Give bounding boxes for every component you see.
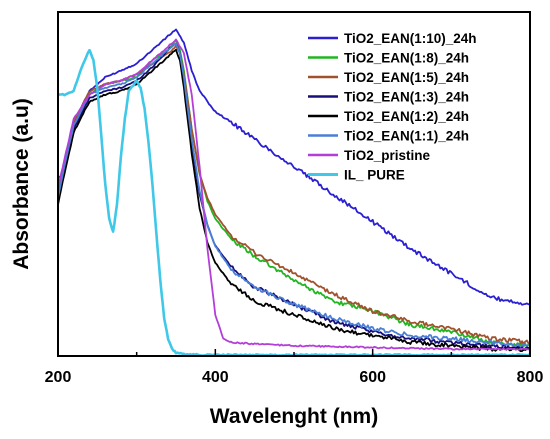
- series-line-5: [57, 48, 531, 353]
- legend-label: TiO2_EAN(1:2)_24h: [344, 109, 469, 124]
- x-tick-label: 800: [517, 369, 544, 386]
- axis-ticks: [57, 349, 531, 356]
- x-tick-label: 600: [359, 369, 386, 386]
- legend-label: TiO2_EAN(1:8)_24h: [344, 51, 469, 66]
- legend-label: IL_ PURE: [344, 168, 405, 183]
- legend: TiO2_EAN(1:10)_24h TiO2_EAN(1:8)_24h TiO2_…: [308, 31, 477, 183]
- x-tick-label: 200: [45, 369, 72, 386]
- series-line-8: [57, 48, 531, 357]
- x-axis-label: Wavelenght (nm): [210, 405, 378, 428]
- series-line-6: [57, 42, 531, 348]
- legend-label: TiO2_EAN(1:5)_24h: [344, 70, 469, 85]
- legend-label: TiO2_EAN(1:3)_24h: [344, 90, 469, 105]
- legend-label: TiO2_pristine: [344, 148, 431, 163]
- x-tick-label: 400: [202, 369, 229, 386]
- series-lines: [57, 28, 531, 357]
- legend-label: TiO2_EAN(1:10)_24h: [344, 31, 477, 46]
- legend-label: TiO2_EAN(1:1)_24h: [344, 129, 469, 144]
- series-line-2: [57, 39, 531, 349]
- y-axis-label: Absorbance (a.u): [10, 98, 33, 270]
- series-line-1: [57, 28, 531, 306]
- x-tick-labels: 200 400 600 800: [45, 369, 544, 386]
- series-line-7: [57, 38, 531, 351]
